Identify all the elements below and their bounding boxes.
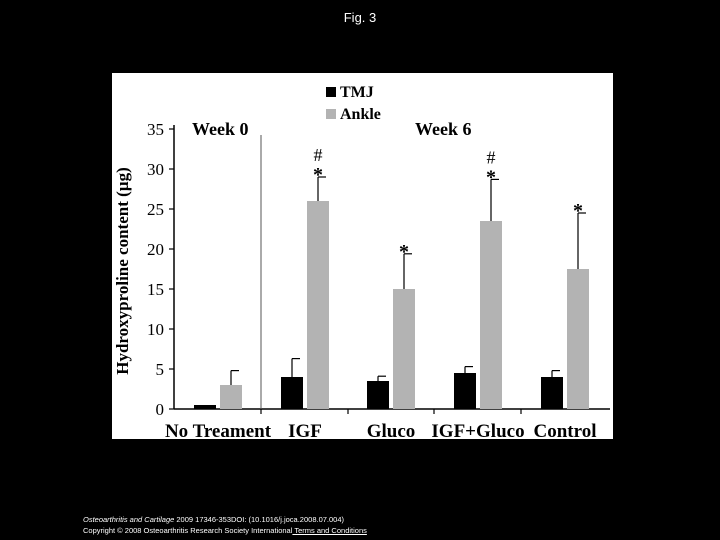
y-tick-label: 25: [147, 200, 164, 219]
significance-star: *: [486, 166, 496, 188]
legend-label-ankle: Ankle: [340, 106, 381, 123]
figure-title: Fig. 3: [343, 10, 377, 25]
y-axis-label: Hydroxyproline content (µg): [113, 167, 132, 375]
y-tick-label: 20: [147, 240, 164, 259]
bar-tmj: [281, 377, 303, 409]
section-label-week-0: Week 0: [192, 119, 249, 139]
x-tick-label: Gluco: [367, 421, 416, 439]
x-tick-label: No Treament: [165, 421, 272, 439]
bar-ankle: [567, 269, 589, 409]
copyright-text: Copyright © 2008 Osteoarthritis Research…: [83, 526, 293, 535]
significance-star: *: [313, 164, 323, 186]
bar-tmj: [454, 373, 476, 409]
citation-line: Osteoarthritis and Cartilage 2009 17346-…: [83, 514, 367, 525]
bar-ankle: [480, 221, 502, 409]
figure-caption: Osteoarthritis and Cartilage 2009 17346-…: [83, 514, 367, 536]
journal-name: Osteoarthritis and Cartilage: [83, 515, 175, 524]
y-tick-label: 0: [156, 400, 165, 419]
bar-ankle: [307, 201, 329, 409]
chart-background: [112, 73, 613, 439]
bar-chart: 0 5 10 15 20 25 30 35 Hydroxyproline content (µg…: [112, 73, 613, 439]
section-label-week-6: Week 6: [415, 119, 472, 139]
x-tick-label: Control: [534, 421, 597, 439]
bar-tmj: [194, 405, 216, 409]
x-tick-label: IGF: [288, 421, 322, 439]
bar-tmj: [541, 377, 563, 409]
bar-ankle: [393, 289, 415, 409]
copyright-line: Copyright © 2008 Osteoarthritis Research…: [83, 525, 367, 536]
significance-hash: #: [487, 147, 496, 167]
significance-star: *: [399, 241, 409, 263]
terms-and-conditions-link[interactable]: Terms and Conditions: [292, 526, 367, 535]
y-tick-label: 15: [147, 280, 164, 299]
significance-star: *: [573, 200, 583, 222]
x-tick-label: IGF+Gluco: [431, 421, 524, 439]
y-tick-label: 5: [156, 360, 165, 379]
significance-hash: #: [314, 145, 323, 165]
legend-swatch-ankle: [326, 109, 336, 119]
y-tick-label: 35: [147, 120, 164, 139]
citation-text: 2009 17346-353DOI: (10.1016/j.joca.2008.…: [174, 515, 345, 524]
bar-ankle: [220, 385, 242, 409]
y-tick-label: 30: [147, 160, 164, 179]
bar-tmj: [367, 381, 389, 409]
legend-label-tmj: TMJ: [340, 84, 374, 101]
legend-swatch-tmj: [326, 87, 336, 97]
y-tick-label: 10: [147, 320, 164, 339]
